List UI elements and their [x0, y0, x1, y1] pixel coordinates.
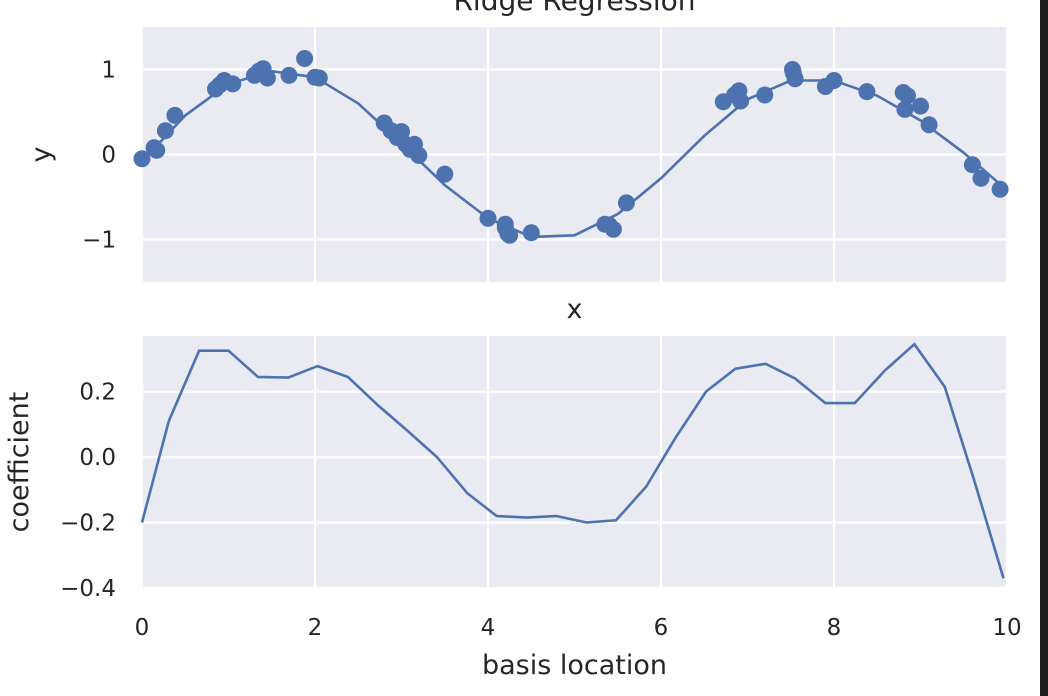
data-point: [991, 180, 1009, 198]
data-point: [825, 72, 843, 89]
data-point: [133, 150, 151, 168]
data-point: [617, 194, 635, 212]
data-point: [963, 156, 981, 174]
data-point: [972, 169, 990, 187]
data-point: [258, 69, 276, 87]
x-tick-label: 10: [992, 615, 1021, 641]
data-point: [479, 209, 497, 227]
top-panel: −1 0 1 Ridge Regression x y: [26, 0, 1009, 325]
x-ticks-bottom: 0 2 4 6 8 10: [135, 615, 1022, 641]
data-point: [166, 106, 184, 124]
window-edge-bar: [1040, 0, 1048, 696]
x-axis-label-top: x: [567, 294, 583, 325]
data-point: [756, 86, 774, 104]
y-ticks-bottom: −0.4 −0.2 0.0 0.2: [60, 380, 116, 602]
x-tick-label: 0: [135, 615, 150, 641]
data-point: [410, 146, 428, 164]
data-point: [224, 75, 242, 93]
data-point: [896, 100, 914, 118]
data-point: [310, 69, 328, 87]
data-point: [522, 224, 540, 242]
y-tick-label-bottom: −0.2: [60, 511, 116, 537]
data-points: [133, 50, 1009, 244]
data-point: [920, 116, 938, 134]
bottom-panel: −0.4 −0.2 0.0 0.2 0 2 4 6 8 10 basis location co…: [4, 336, 1022, 681]
y-tick-label-bottom: −0.4: [60, 576, 116, 602]
data-point: [296, 50, 314, 67]
y-ticks-top: −1 0 1: [82, 58, 116, 254]
chart-title: Ridge Regression: [453, 0, 695, 17]
x-tick-label: 4: [481, 615, 496, 641]
data-point: [501, 226, 519, 244]
data-point: [912, 97, 929, 115]
data-point: [732, 92, 750, 110]
data-point: [899, 87, 916, 105]
y-axis-label-bottom: coefficient: [4, 392, 35, 533]
x-tick-label: 8: [827, 615, 842, 641]
data-point: [156, 122, 174, 140]
y-tick-label-top: −1: [82, 228, 116, 254]
x-tick-label: 6: [654, 615, 669, 641]
data-point: [786, 70, 804, 88]
data-point: [858, 83, 876, 101]
data-point: [280, 66, 298, 84]
y-tick-label-bottom: 0.2: [79, 380, 116, 406]
y-tick-label-top: 1: [101, 58, 116, 84]
y-tick-label-top: 0: [101, 143, 116, 169]
x-tick-label: 2: [308, 615, 323, 641]
y-tick-label-bottom: 0.0: [79, 445, 116, 471]
data-point: [604, 220, 622, 238]
x-axis-label-bottom: basis location: [482, 650, 667, 681]
data-point: [436, 165, 454, 183]
data-point: [148, 141, 166, 159]
y-axis-label-top: y: [26, 146, 57, 162]
plot-area-bottom: [142, 336, 1007, 588]
coefficient-line: [140, 342, 1005, 579]
